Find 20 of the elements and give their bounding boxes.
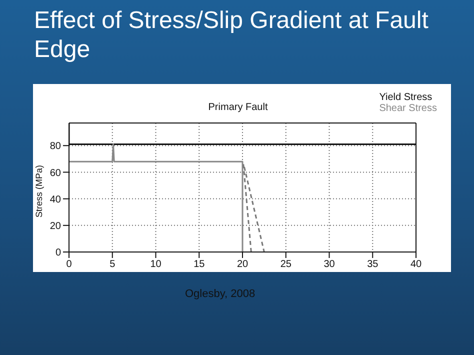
- y-axis-title: Stress (MPa): [34, 164, 44, 218]
- x-tick-label: 0: [66, 259, 72, 270]
- x-tick-label: 40: [410, 259, 422, 270]
- chart-title: Effect of Stress/Slip Gradient at Fault Edge: [34, 6, 430, 64]
- chart-subtitle: Primary Fault: [207, 102, 269, 113]
- y-tick-label: 80: [50, 141, 62, 152]
- x-tick-label: 30: [324, 259, 336, 270]
- x-tick-label: 5: [110, 259, 116, 270]
- x-tick-label: 25: [280, 259, 292, 270]
- y-tick-label: 0: [55, 248, 62, 259]
- y-tick-label: 20: [50, 220, 62, 232]
- text: Shear Stress: [379, 103, 437, 114]
- text: Yield Stress: [379, 92, 434, 103]
- y-tick-label: 60: [50, 168, 62, 179]
- x-tick-label: 35: [367, 259, 379, 270]
- x-tick-label: 10: [150, 259, 162, 270]
- x-tick-label: 20: [236, 259, 248, 270]
- y-tick-label: 40: [50, 194, 62, 206]
- x-tick-label: 15: [194, 259, 206, 270]
- text: Oglesby, 2008: [185, 288, 256, 300]
